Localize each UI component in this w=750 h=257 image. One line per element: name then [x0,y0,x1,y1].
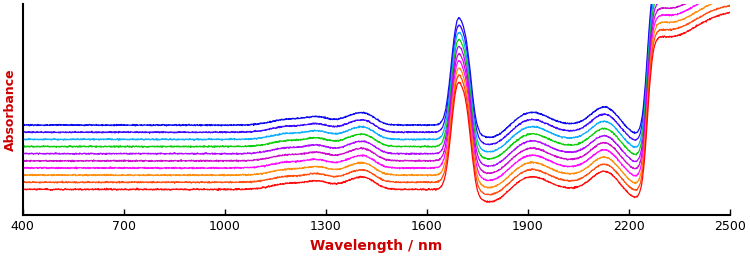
Y-axis label: Absorbance: Absorbance [4,68,17,151]
X-axis label: Wavelength / nm: Wavelength / nm [310,239,442,253]
